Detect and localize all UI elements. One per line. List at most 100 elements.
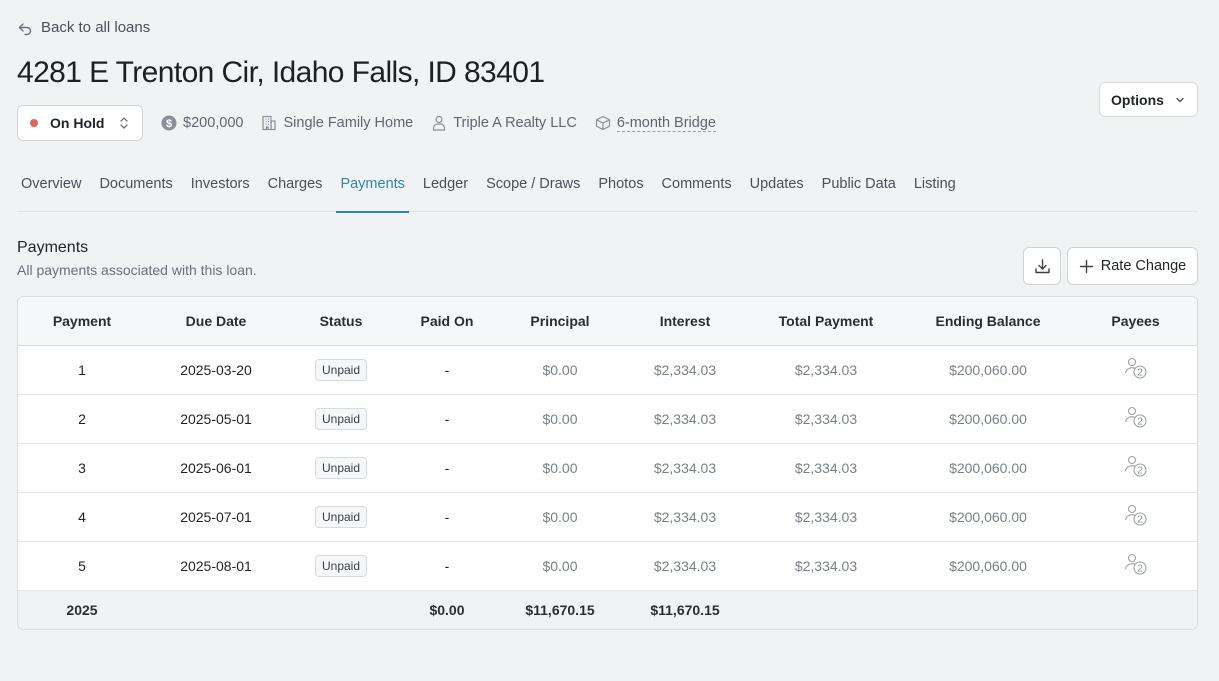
tab-updates[interactable]: Updates <box>749 176 804 192</box>
col-due-date[interactable]: Due Date <box>146 297 286 346</box>
col-paid-on[interactable]: Paid On <box>396 297 498 346</box>
borrower[interactable]: Triple A Realty LLC <box>431 115 577 131</box>
cell-principal: $0.00 <box>498 443 622 493</box>
cell-total-payment: $2,334.03 <box>748 443 904 493</box>
tab-payments[interactable]: Payments <box>336 166 410 213</box>
status-badge: Unpaid <box>314 358 368 381</box>
status-badge: Unpaid <box>314 407 368 430</box>
table-row[interactable]: 5 2025-08-01 Unpaid - $0.00 $2,334.03 $2… <box>18 541 1197 591</box>
cell-total-payment: $2,334.03 <box>748 541 904 591</box>
property-type-value: Single Family Home <box>283 115 414 131</box>
col-ending-balance[interactable]: Ending Balance <box>904 297 1072 346</box>
section-title: Payments <box>17 239 89 256</box>
tab-photos[interactable]: Photos <box>598 176 644 192</box>
loan-amount-value: $200,000 <box>183 115 244 131</box>
totals-paid-on: $0.00 <box>396 590 498 629</box>
back-to-loans-link[interactable]: Back to all loans <box>17 19 150 36</box>
users-count-icon[interactable]: 2 <box>1123 405 1149 429</box>
box-icon <box>595 115 610 131</box>
cell-due-date: 2025-05-01 <box>146 394 286 444</box>
status-badge: Unpaid <box>314 505 368 528</box>
status-badge: Unpaid <box>314 554 368 577</box>
users-count-icon[interactable]: 2 <box>1123 356 1149 380</box>
tab-charges[interactable]: Charges <box>267 176 323 192</box>
svg-text:2: 2 <box>1137 515 1143 526</box>
cell-payment: 4 <box>18 492 146 542</box>
cell-principal: $0.00 <box>498 345 622 395</box>
tab-documents[interactable]: Documents <box>99 176 173 192</box>
options-label: Options <box>1111 91 1164 108</box>
tab-investors[interactable]: Investors <box>190 176 250 192</box>
cell-due-date: 2025-06-01 <box>146 443 286 493</box>
user-icon <box>433 115 446 131</box>
loan-product[interactable]: 6-month Bridge <box>595 115 716 132</box>
col-status[interactable]: Status <box>286 297 396 346</box>
col-total-payment[interactable]: Total Payment <box>748 297 904 346</box>
download-button[interactable] <box>1023 247 1061 285</box>
cell-principal: $0.00 <box>498 492 622 542</box>
chevron-updown-icon <box>120 117 128 129</box>
cell-principal: $0.00 <box>498 394 622 444</box>
back-arrow-icon <box>18 22 32 35</box>
borrower-value: Triple A Realty LLC <box>453 115 577 131</box>
cell-principal: $0.00 <box>498 541 622 591</box>
totals-principal: $11,670.15 <box>498 590 622 629</box>
payments-table: Payment Due Date Status Paid On Principa… <box>17 296 1198 630</box>
status-badge: Unpaid <box>314 456 368 479</box>
options-button[interactable]: Options <box>1099 82 1198 117</box>
users-count-icon[interactable]: 2 <box>1123 503 1149 527</box>
cell-payment: 5 <box>18 541 146 591</box>
loan-amount: $ $200,000 <box>161 115 243 131</box>
page-title: 4281 E Trenton Cir, Idaho Falls, ID 8340… <box>17 56 545 89</box>
tab-ledger[interactable]: Ledger <box>422 176 469 192</box>
property-type: Single Family Home <box>261 115 413 131</box>
col-principal[interactable]: Principal <box>498 297 622 346</box>
tab-listing[interactable]: Listing <box>913 176 956 192</box>
col-payment[interactable]: Payment <box>18 297 146 346</box>
tab-public-data[interactable]: Public Data <box>821 176 896 192</box>
svg-text:2: 2 <box>1137 368 1143 379</box>
loan-meta: On Hold $ $200,000 Single Family Home Tr… <box>17 105 716 141</box>
back-label: Back to all loans <box>41 19 151 36</box>
col-payees[interactable]: Payees <box>1072 297 1197 346</box>
users-count-icon[interactable]: 2 <box>1123 552 1149 576</box>
cell-paid-on: - <box>396 394 498 444</box>
dollar-circle-icon: $ <box>161 115 177 131</box>
col-interest[interactable]: Interest <box>622 297 748 346</box>
users-count-icon[interactable]: 2 <box>1123 454 1149 478</box>
cell-ending-balance: $200,060.00 <box>904 345 1072 395</box>
rate-change-button[interactable]: Rate Change <box>1067 247 1198 285</box>
totals-row: 2025 $0.00 $11,670.15 $11,670.15 <box>18 590 1197 629</box>
totals-label: 2025 <box>18 590 146 629</box>
table-row[interactable]: 2 2025-05-01 Unpaid - $0.00 $2,334.03 $2… <box>18 394 1197 444</box>
status-select[interactable]: On Hold <box>17 105 143 141</box>
tab-overview[interactable]: Overview <box>21 176 82 192</box>
cell-interest: $2,334.03 <box>622 492 748 542</box>
status-dot <box>30 119 38 127</box>
svg-text:2: 2 <box>1137 564 1143 575</box>
table-row[interactable]: 1 2025-03-20 Unpaid - $0.00 $2,334.03 $2… <box>18 345 1197 395</box>
tab-comments[interactable]: Comments <box>661 176 732 192</box>
cell-total-payment: $2,334.03 <box>748 394 904 444</box>
svg-text:$: $ <box>166 118 172 130</box>
tab-scope-draws[interactable]: Scope / Draws <box>486 176 581 192</box>
cell-paid-on: - <box>396 443 498 493</box>
cell-ending-balance: $200,060.00 <box>904 443 1072 493</box>
cell-interest: $2,334.03 <box>622 443 748 493</box>
table-row[interactable]: 3 2025-06-01 Unpaid - $0.00 $2,334.03 $2… <box>18 443 1197 493</box>
svg-text:2: 2 <box>1137 466 1143 477</box>
cell-payment: 2 <box>18 394 146 444</box>
table-header-row: Payment Due Date Status Paid On Principa… <box>18 297 1197 346</box>
cell-due-date: 2025-08-01 <box>146 541 286 591</box>
cell-paid-on: - <box>396 345 498 395</box>
cell-ending-balance: $200,060.00 <box>904 492 1072 542</box>
table-row[interactable]: 4 2025-07-01 Unpaid - $0.00 $2,334.03 $2… <box>18 492 1197 542</box>
cell-interest: $2,334.03 <box>622 541 748 591</box>
rate-change-label: Rate Change <box>1100 258 1187 274</box>
cell-due-date: 2025-03-20 <box>146 345 286 395</box>
cell-ending-balance: $200,060.00 <box>904 394 1072 444</box>
cell-interest: $2,334.03 <box>622 394 748 444</box>
plus-icon <box>1079 259 1093 273</box>
cell-payment: 3 <box>18 443 146 493</box>
cell-total-payment: $2,334.03 <box>748 345 904 395</box>
